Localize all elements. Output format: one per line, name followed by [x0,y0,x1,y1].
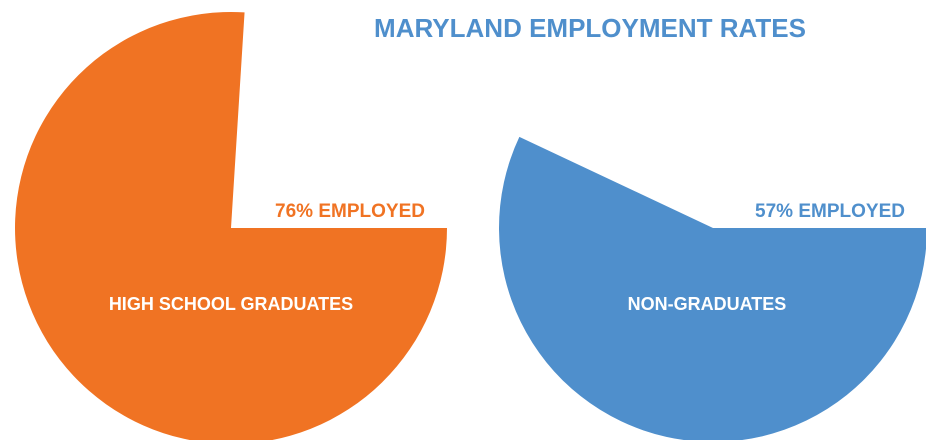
category-label: NON-GRADUATES [628,294,787,314]
pie-slice [15,12,447,440]
value-label: 76% EMPLOYED [275,201,425,222]
value-label: 57% EMPLOYED [755,201,905,222]
chart-title: MARYLAND EMPLOYMENT RATES [374,13,806,43]
category-label: HIGH SCHOOL GRADUATES [109,294,353,314]
pie-slice [499,136,926,440]
